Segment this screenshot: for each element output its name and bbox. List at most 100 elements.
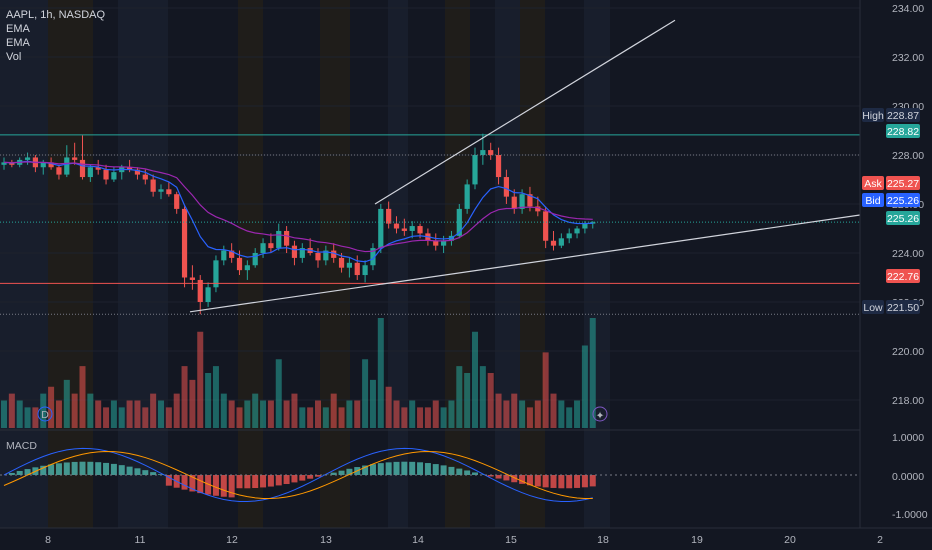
symbol-title[interactable]: AAPL, 1h, NASDAQ (6, 9, 106, 21)
volume-bar (275, 359, 282, 428)
macd-histogram-bar (126, 466, 133, 475)
macd-histogram-bar (95, 462, 102, 475)
macd-histogram-bar (346, 468, 353, 475)
earnings-marker[interactable]: ✦ (596, 410, 605, 422)
macd-histogram-bar (315, 475, 321, 477)
dividend-marker-ring (37, 406, 53, 422)
volume-bar (212, 366, 219, 428)
volume-bar (534, 400, 541, 428)
time-axis[interactable]: 8 11 12 13 14 15 18 19 20 2 (0, 527, 932, 546)
volume-bar (503, 400, 510, 428)
macd-histogram-bar (260, 475, 267, 488)
candle-body (284, 230, 290, 246)
price-tick-label: 224.00 (892, 248, 924, 260)
volume-bar (267, 400, 274, 428)
macd-histogram-bar (71, 461, 78, 475)
volume-bar (424, 407, 431, 428)
volume-bar (369, 379, 376, 428)
volume-bar (48, 386, 55, 428)
volume-bar (299, 407, 306, 428)
macd-histogram-bar (511, 475, 518, 483)
time-tick-label: 13 (320, 534, 332, 546)
candle-body (64, 157, 70, 175)
macd-histogram-bar (189, 475, 196, 492)
dividend-marker[interactable]: D (41, 409, 49, 421)
volume-bar (362, 359, 369, 428)
volume-bar (448, 400, 455, 428)
price-tick-label: 228.00 (892, 150, 924, 162)
indicator-volume[interactable]: Vol (6, 51, 22, 63)
candle-body (150, 179, 156, 192)
candle-body (252, 253, 258, 266)
macd-histogram-bar (542, 475, 549, 488)
candle-body (24, 157, 31, 160)
indicator-ema-2[interactable]: EMA (6, 37, 30, 49)
ask-value-label-bg (886, 176, 920, 190)
macd-histogram-bar (369, 464, 376, 475)
signal-line (3, 450, 593, 500)
price-tick-label: 232.00 (892, 52, 924, 64)
macd-line (3, 447, 593, 503)
macd-histogram-bar (197, 475, 204, 494)
volume-bar (244, 400, 251, 428)
macd-histogram-bar (330, 472, 337, 475)
candle-body (550, 240, 557, 246)
macd-histogram-bar (291, 475, 298, 483)
macd-tick-label: 0.0000 (892, 471, 924, 483)
macd-histogram-bar (87, 461, 94, 475)
candle-body (40, 162, 46, 168)
candle-body (519, 194, 525, 209)
macd-histogram-bar (534, 475, 541, 487)
earnings-marker-ring (592, 406, 608, 422)
time-tick-label: 12 (226, 534, 238, 546)
chart-legend: AAPL, 1h, NASDAQ EMA EMA Vol (6, 8, 105, 64)
macd-tick-label: 1.0000 (892, 432, 924, 444)
candle-body (441, 240, 447, 246)
ema-fast-line (3, 160, 593, 263)
session-band (495, 0, 520, 528)
volume-bar (150, 393, 157, 428)
candle-body (346, 262, 352, 268)
high-name-label: High (862, 110, 884, 122)
candle-body (323, 250, 329, 261)
time-tick-label: 20 (784, 534, 796, 546)
volume-bar (589, 318, 596, 428)
candle-body (87, 167, 93, 178)
volume-bar (550, 393, 557, 428)
volume-bar (574, 400, 581, 428)
candle-body (79, 159, 86, 178)
macd-histogram-bar (495, 475, 502, 479)
candle-body (378, 208, 384, 249)
candle-body (48, 162, 54, 168)
volume-bar (205, 373, 212, 428)
volume-bar (181, 366, 188, 428)
drawings[interactable] (0, 19, 861, 315)
volume-bar (377, 318, 384, 428)
candle-body (299, 248, 305, 258)
volume-bar (252, 393, 259, 428)
bid-name-label: Bid (865, 195, 880, 207)
low-name-label: Low (863, 302, 883, 314)
session-band (584, 0, 610, 528)
macd-histogram-bar (581, 475, 588, 488)
macd-histogram-bar (252, 475, 259, 489)
macd-histogram-bar (40, 465, 47, 475)
candle-body (488, 150, 494, 155)
candle-body (1, 162, 7, 165)
macd-label: MACD (6, 440, 37, 452)
macd-histogram-bar (519, 475, 526, 484)
indicator-ema-1[interactable]: EMA (6, 23, 30, 35)
macd-histogram-bar (118, 465, 125, 475)
candle-body (543, 211, 549, 241)
volume-bar (24, 407, 31, 428)
candle-body (244, 265, 250, 271)
support-price-label: 222.76 (887, 271, 919, 283)
macd-histogram-bar (181, 475, 188, 490)
volume-bar (487, 373, 494, 428)
candle-body (221, 250, 227, 261)
volume-bar (134, 400, 141, 428)
macd-pane (0, 447, 860, 503)
candle-body (527, 194, 533, 207)
macd-histogram-bar (409, 461, 416, 475)
